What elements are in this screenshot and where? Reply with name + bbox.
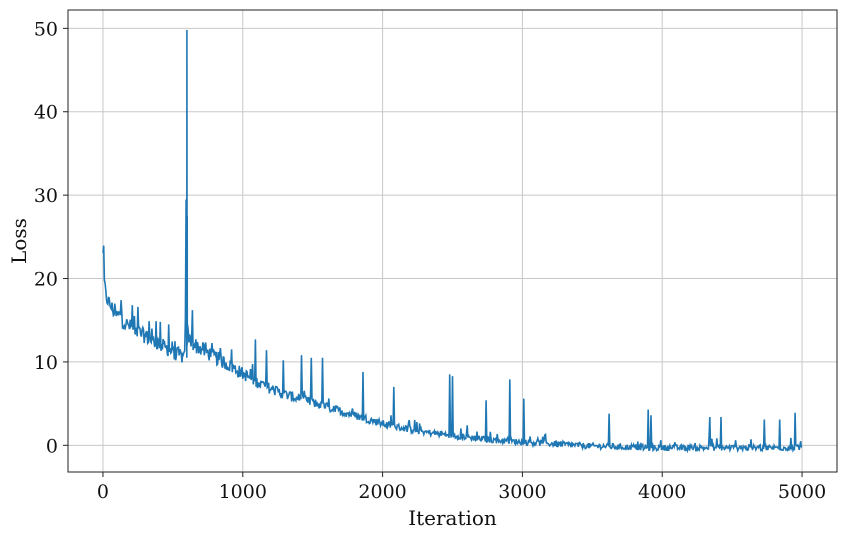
y-tick-label: 40 bbox=[34, 102, 58, 124]
y-tick-label: 50 bbox=[34, 18, 58, 40]
x-tick-label: 4000 bbox=[638, 481, 686, 503]
x-axis-title: Iteration bbox=[408, 506, 497, 530]
x-tick-label: 5000 bbox=[778, 481, 826, 503]
y-tick-label: 20 bbox=[34, 269, 58, 291]
y-tick-label: 10 bbox=[34, 352, 58, 374]
grid-lines bbox=[68, 10, 837, 472]
loss-series-line bbox=[102, 29, 803, 454]
axes-frame bbox=[67, 9, 838, 473]
y-tick-label: 30 bbox=[34, 185, 58, 207]
x-tick-label: 2000 bbox=[358, 481, 406, 503]
y-axis-ticks: 0 10 20 30 40 50 bbox=[34, 18, 68, 457]
x-axis-ticks: 0 1000 2000 3000 4000 5000 bbox=[97, 472, 826, 503]
x-tick-label: 1000 bbox=[219, 481, 267, 503]
x-tick-label: 0 bbox=[97, 481, 109, 503]
y-axis-title: Loss bbox=[7, 218, 31, 264]
x-tick-label: 3000 bbox=[498, 481, 546, 503]
plot-area bbox=[102, 29, 803, 454]
y-tick-label: 0 bbox=[46, 435, 58, 457]
